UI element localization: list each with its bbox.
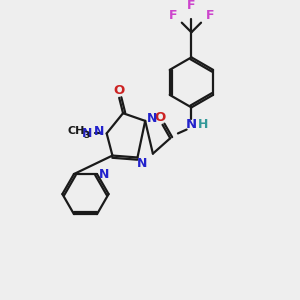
Text: N: N [99,168,109,181]
Text: N: N [94,125,104,138]
Text: O: O [154,110,165,124]
Text: CH: CH [67,127,85,136]
Text: N: N [82,127,93,140]
Text: 3: 3 [84,131,90,140]
Text: F: F [187,0,196,12]
Text: N: N [147,112,157,125]
Text: N: N [186,118,197,131]
Text: F: F [206,9,214,22]
Text: F: F [169,9,177,22]
Text: H: H [198,118,208,131]
Text: N: N [137,157,148,170]
Text: O: O [114,84,125,97]
